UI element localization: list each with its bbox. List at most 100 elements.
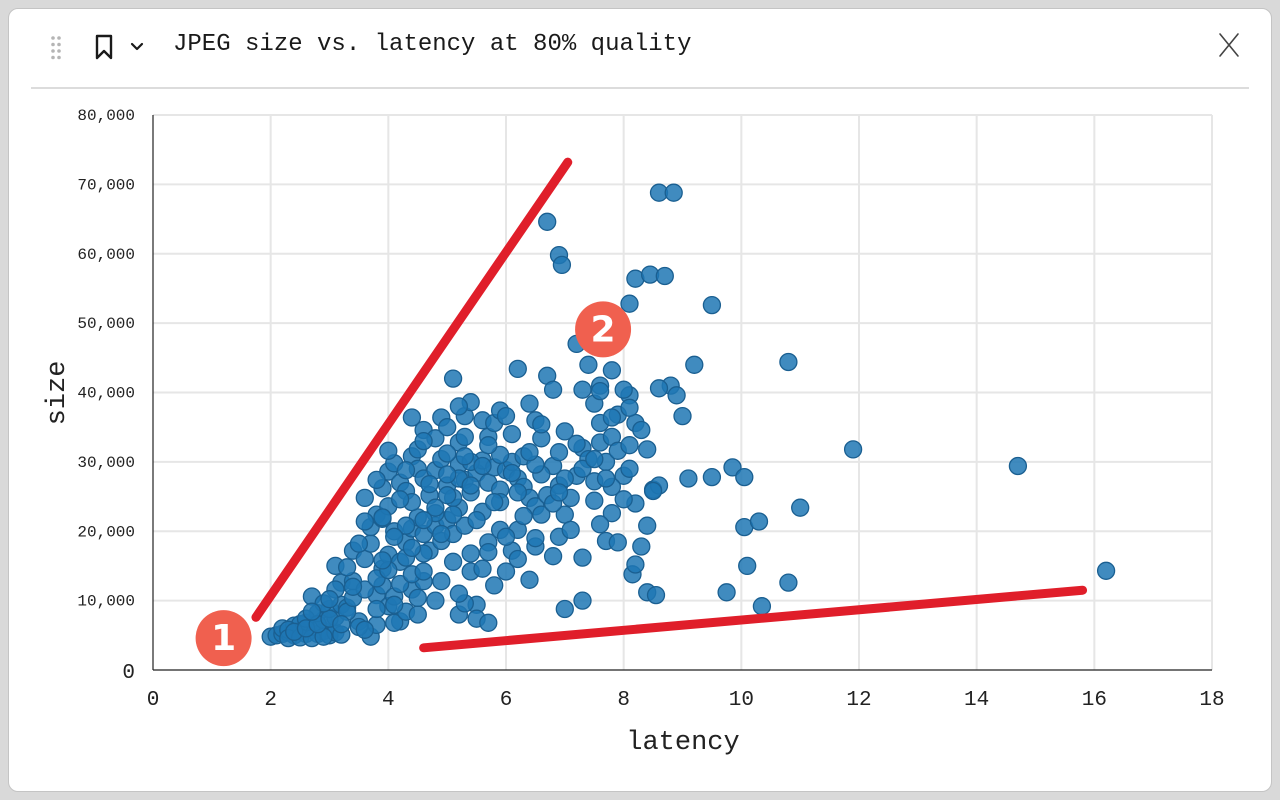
data-point [685, 355, 704, 374]
data-point [514, 506, 533, 526]
data-point [602, 408, 622, 427]
data-point [590, 515, 610, 534]
data-point [402, 408, 422, 427]
data-point [496, 406, 516, 426]
data-point [432, 572, 451, 591]
data-point [738, 556, 757, 576]
data-point [432, 524, 451, 544]
data-point [585, 491, 604, 510]
data-point [602, 504, 622, 523]
data-point [561, 520, 580, 540]
data-point [543, 380, 563, 399]
data-point [679, 469, 698, 488]
data-point [573, 591, 592, 610]
data-point [502, 424, 522, 444]
y-tick-label: 10,000 [77, 593, 135, 611]
data-point [443, 369, 463, 388]
data-point [408, 588, 427, 608]
y-tick-label: 20,000 [77, 523, 135, 541]
x-axis-label: latency [626, 728, 739, 758]
data-point [638, 516, 657, 535]
data-points [261, 183, 1116, 648]
data-point [1008, 456, 1028, 476]
data-point [426, 591, 445, 610]
annotation-badge-circle [195, 610, 252, 667]
data-point [461, 544, 480, 563]
data-point [355, 620, 374, 639]
data-point [573, 548, 592, 567]
data-point [749, 512, 769, 531]
data-point [449, 584, 469, 603]
data-point [520, 570, 539, 589]
data-point [426, 498, 445, 517]
y-tick-label: 80,000 [77, 107, 135, 125]
data-point [596, 469, 616, 488]
data-point [549, 443, 569, 462]
data-point [461, 476, 480, 495]
data-point [508, 483, 527, 502]
data-point [496, 527, 516, 546]
data-point [390, 574, 410, 594]
data-point [302, 602, 322, 621]
data-point [673, 406, 692, 426]
data-point [717, 583, 736, 602]
data-point [449, 397, 469, 416]
data-point [396, 516, 416, 535]
data-point [414, 562, 433, 581]
data-point [667, 386, 686, 405]
data-point [343, 577, 363, 596]
annotation-badge: 2 [575, 301, 632, 358]
data-point [502, 463, 522, 483]
x-tick-label: 6 [500, 689, 513, 712]
x-tick-label: 18 [1199, 689, 1224, 712]
data-point [385, 527, 404, 546]
tick-labels: 0 2 4 6 8 10 12 14 16 18010,00020,00030,00040,000… [77, 107, 1224, 712]
data-point [455, 447, 474, 466]
data-point [632, 537, 651, 556]
bookmark-icon[interactable] [93, 34, 115, 60]
data-point [367, 470, 386, 490]
data-point [608, 533, 627, 552]
data-point [473, 559, 492, 578]
data-point [655, 266, 674, 286]
data-point [632, 420, 651, 440]
chevron-down-icon[interactable] [129, 40, 145, 54]
data-point [467, 510, 486, 530]
data-point [614, 490, 633, 509]
data-point [585, 449, 604, 469]
data-point [643, 481, 663, 501]
data-point [702, 467, 722, 487]
x-tick-label: 16 [1082, 689, 1107, 712]
scatter-chart: 0 2 4 6 8 10 12 14 16 18010,00020,00030,00040,000… [43, 107, 1225, 758]
x-tick-label: 8 [617, 689, 630, 712]
annotation-badges: 12 [195, 301, 632, 667]
data-point [408, 605, 427, 624]
data-point [479, 613, 498, 632]
data-point [520, 443, 539, 462]
y-axis-label: size [43, 361, 73, 426]
data-point [320, 590, 339, 609]
data-point [355, 488, 374, 508]
data-point [396, 461, 416, 480]
data-point [552, 255, 572, 275]
data-point [532, 415, 551, 434]
close-icon[interactable] [1217, 31, 1241, 59]
data-point [579, 355, 598, 374]
data-point [438, 418, 457, 437]
data-point [590, 381, 610, 401]
annotation-badge: 1 [195, 610, 252, 667]
data-point [438, 486, 457, 505]
data-point [473, 456, 492, 476]
data-point [555, 422, 574, 441]
data-point [479, 542, 498, 562]
drag-handle-icon[interactable] [49, 35, 63, 61]
data-point [620, 436, 639, 455]
data-point [385, 595, 404, 614]
data-point [355, 549, 374, 569]
data-point [349, 534, 369, 553]
data-point [779, 573, 798, 592]
data-point [508, 359, 527, 379]
data-point [420, 474, 439, 494]
data-point [646, 585, 666, 605]
data-point [520, 394, 539, 413]
